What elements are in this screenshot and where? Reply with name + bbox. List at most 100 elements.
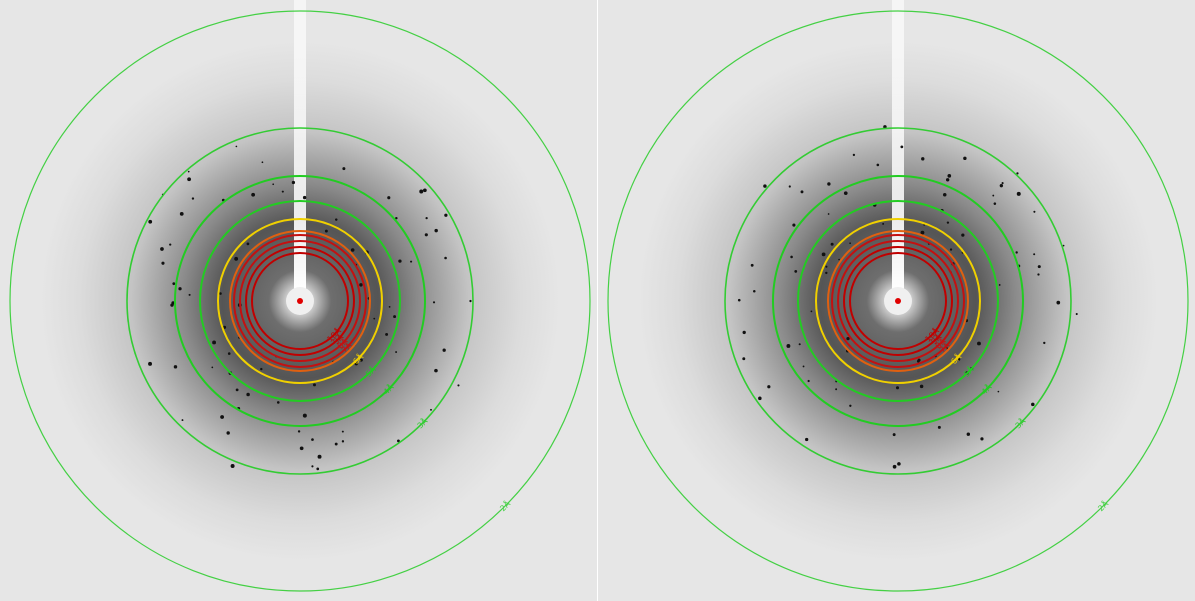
diffraction-spot — [313, 383, 316, 386]
diffraction-spot — [443, 349, 446, 352]
diffraction-spot — [758, 397, 762, 401]
diffraction-spot — [251, 193, 255, 197]
diffraction-spot — [180, 212, 184, 216]
diffraction-spot — [835, 388, 837, 390]
diffraction-spot — [457, 384, 459, 386]
diffraction-spot — [246, 393, 250, 397]
diffraction-spot — [316, 467, 319, 470]
diffraction-spot — [260, 368, 262, 370]
diffraction-spot — [303, 196, 306, 199]
diffraction-spot — [211, 366, 213, 368]
diffraction-spot — [822, 253, 826, 257]
diffraction-spot — [272, 183, 274, 185]
diffraction-spot — [161, 262, 164, 265]
diffraction-spot — [189, 294, 191, 296]
diffraction-spot — [292, 181, 295, 184]
diffraction-spot — [794, 270, 797, 273]
diffraction-spot — [828, 213, 830, 215]
diffraction-spot — [801, 190, 804, 193]
diffraction-spot — [172, 282, 175, 285]
diffraction-spot — [188, 171, 190, 173]
diffraction-spot — [790, 256, 793, 259]
diffraction-spot — [849, 405, 851, 407]
diffraction-spot — [893, 433, 896, 436]
diffraction-spot — [963, 157, 966, 160]
diffraction-spot — [998, 391, 1000, 393]
diffraction-spot — [763, 184, 766, 187]
diffraction-spot — [827, 182, 830, 185]
diffraction-spot — [228, 352, 231, 355]
diffraction-spot — [434, 369, 438, 373]
diffraction-spot — [298, 430, 300, 432]
diffraction-spot — [212, 341, 216, 345]
diffraction-spot — [920, 385, 924, 389]
diffraction-spot — [318, 455, 322, 459]
diffraction-spot — [425, 233, 428, 236]
diffraction-spot — [398, 259, 401, 262]
diffraction-spot — [805, 438, 808, 441]
diffraction-spot — [992, 195, 994, 197]
diffraction-spot — [844, 191, 848, 195]
diffraction-spot — [947, 174, 951, 178]
diffraction-spot — [148, 220, 152, 224]
diffraction-spot — [1037, 273, 1039, 275]
diffraction-spot — [174, 365, 177, 368]
diffraction-spot — [961, 233, 964, 236]
diffraction-spot — [853, 154, 855, 156]
panel-separator — [597, 0, 598, 601]
diffraction-spot — [182, 419, 184, 421]
diffraction-spot — [335, 218, 337, 220]
diffraction-spot — [1056, 301, 1060, 305]
diffraction-spot — [359, 283, 362, 286]
diffraction-spot — [849, 242, 851, 244]
diffraction-spot — [950, 248, 952, 250]
diffraction-spot — [311, 465, 313, 467]
diffraction-spot — [192, 197, 194, 199]
diffraction-spot — [1031, 403, 1035, 407]
diffraction-spot — [1033, 253, 1035, 255]
diffraction-spot — [1063, 245, 1065, 247]
diffraction-spot — [799, 343, 801, 345]
diffraction-spot — [178, 287, 181, 290]
diffraction-spot — [742, 357, 745, 360]
diffraction-spot — [277, 401, 280, 404]
diffraction-spot — [767, 385, 770, 388]
diffraction-spot — [789, 185, 791, 187]
diffraction-images: 10Å9Å8Å7Å6Å5Å4Å3Å2Å10Å9Å8Å7Å6Å5Å4Å3Å2Å — [0, 0, 1195, 601]
diffraction-spot — [387, 196, 390, 199]
diffraction-spot — [897, 462, 901, 466]
diffraction-spot — [219, 292, 222, 295]
diffraction-spot — [1015, 251, 1017, 253]
beamstop-shadow — [294, 0, 306, 301]
diffraction-spot — [311, 438, 314, 441]
diffraction-spot — [900, 145, 903, 148]
diffraction-spot — [160, 247, 164, 251]
diffraction-spot — [1076, 313, 1078, 315]
diffraction-spot — [303, 414, 307, 418]
diffraction-spot — [803, 365, 805, 367]
diffraction-spot — [220, 415, 224, 419]
diffraction-spot — [342, 431, 344, 433]
diffraction-spot — [893, 465, 897, 469]
diffraction-spot — [738, 299, 741, 302]
diffraction-spot — [825, 266, 827, 268]
diffraction-spot — [751, 264, 754, 267]
diffraction-spot — [1043, 342, 1045, 344]
diffraction-spot — [1038, 265, 1041, 268]
diffraction-spot — [351, 248, 355, 252]
diffraction-spot — [967, 433, 970, 436]
diffraction-spot — [247, 243, 250, 246]
diffraction-spot — [430, 409, 432, 411]
diffraction-spot — [838, 259, 840, 261]
diffraction-spot — [994, 202, 997, 205]
diffraction-spot — [282, 191, 284, 193]
diffraction-spot — [921, 157, 924, 160]
diffraction-spot — [148, 362, 152, 366]
diffraction-spot — [469, 300, 471, 302]
diffraction-spot — [434, 229, 437, 232]
diffraction-spot — [1002, 182, 1004, 184]
diffraction-spot — [373, 318, 375, 320]
diffraction-spot — [335, 443, 338, 446]
